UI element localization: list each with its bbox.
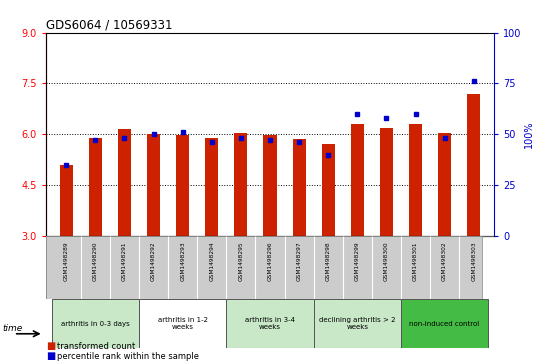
Text: GSM1498289: GSM1498289	[64, 241, 69, 281]
Text: arthritis in 3-4
weeks: arthritis in 3-4 weeks	[245, 318, 295, 330]
Bar	[52, 299, 139, 348]
Text: GSM1498298: GSM1498298	[326, 241, 330, 281]
Bar	[380, 127, 393, 236]
Bar	[205, 138, 218, 236]
Text: ■: ■	[46, 341, 55, 351]
Bar	[351, 124, 364, 236]
Bar	[314, 299, 401, 348]
Bar	[60, 165, 73, 236]
Text: declining arthritis > 2
weeks: declining arthritis > 2 weeks	[319, 318, 396, 330]
Text: non-induced control: non-induced control	[409, 321, 480, 327]
Bar	[401, 299, 488, 348]
Bar	[118, 129, 131, 236]
Bar	[89, 138, 102, 236]
Text: percentile rank within the sample: percentile rank within the sample	[57, 352, 199, 361]
Bar	[176, 135, 189, 236]
Text: GSM1498303: GSM1498303	[471, 241, 476, 281]
Text: GSM1498295: GSM1498295	[238, 241, 244, 281]
Text: GSM1498294: GSM1498294	[210, 241, 214, 281]
Text: GSM1498291: GSM1498291	[122, 241, 127, 281]
Bar	[264, 135, 276, 236]
Text: GSM1498293: GSM1498293	[180, 241, 185, 281]
Text: GSM1498296: GSM1498296	[267, 241, 273, 281]
Text: GSM1498292: GSM1498292	[151, 241, 156, 281]
Bar	[438, 132, 451, 236]
Text: time: time	[2, 324, 23, 333]
Bar	[226, 299, 314, 348]
Text: GSM1498300: GSM1498300	[384, 241, 389, 281]
Text: GSM1498301: GSM1498301	[413, 241, 418, 281]
Text: ■: ■	[46, 351, 55, 361]
Bar	[139, 299, 226, 348]
Text: GSM1498302: GSM1498302	[442, 241, 447, 281]
Text: transformed count: transformed count	[57, 342, 135, 351]
Bar	[234, 132, 247, 236]
Text: GSM1498290: GSM1498290	[93, 241, 98, 281]
Text: GSM1498299: GSM1498299	[355, 241, 360, 281]
Y-axis label: 100%: 100%	[524, 121, 534, 148]
Bar	[409, 124, 422, 236]
Text: arthritis in 0-3 days: arthritis in 0-3 days	[61, 321, 130, 327]
Text: GSM1498297: GSM1498297	[296, 241, 302, 281]
Bar	[322, 144, 335, 236]
Text: GDS6064 / 10569331: GDS6064 / 10569331	[46, 19, 172, 32]
Bar	[467, 94, 480, 236]
Bar	[293, 139, 306, 236]
Text: arthritis in 1-2
weeks: arthritis in 1-2 weeks	[158, 318, 208, 330]
Bar	[147, 134, 160, 236]
